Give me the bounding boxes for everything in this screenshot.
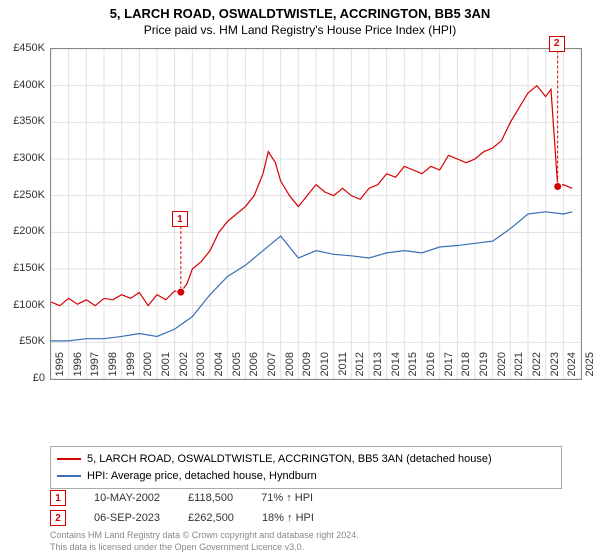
- x-tick-label: 1997: [89, 352, 101, 382]
- y-tick-label: £250K: [0, 189, 45, 201]
- marker-badge-2: 2: [50, 510, 66, 526]
- marker-delta-2: 18% ↑ HPI: [262, 512, 314, 524]
- attribution: Contains HM Land Registry data © Crown c…: [50, 530, 359, 553]
- legend-label-price: 5, LARCH ROAD, OSWALDTWISTLE, ACCRINGTON…: [87, 451, 492, 468]
- x-tick-label: 2013: [372, 352, 384, 382]
- y-tick-label: £300K: [0, 152, 45, 164]
- x-tick-label: 2010: [319, 352, 331, 382]
- x-tick-label: 2017: [443, 352, 455, 382]
- x-tick-label: 2002: [178, 352, 190, 382]
- y-tick-label: £200K: [0, 225, 45, 237]
- marker-price-2: £262,500: [188, 512, 234, 524]
- marker-row-1: 1 10-MAY-2002 £118,500 71% ↑ HPI: [50, 490, 314, 506]
- y-tick-label: £150K: [0, 262, 45, 274]
- x-tick-label: 2014: [390, 352, 402, 382]
- marker-row-2: 2 06-SEP-2023 £262,500 18% ↑ HPI: [50, 510, 314, 526]
- y-tick-label: £350K: [0, 115, 45, 127]
- chart-container: 5, LARCH ROAD, OSWALDTWISTLE, ACCRINGTON…: [0, 0, 600, 560]
- y-tick-label: £450K: [0, 42, 45, 54]
- attribution-line2: This data is licensed under the Open Gov…: [50, 542, 359, 554]
- x-tick-label: 2015: [407, 352, 419, 382]
- x-tick-label: 2023: [549, 352, 561, 382]
- y-tick-label: £400K: [0, 79, 45, 91]
- x-tick-label: 2011: [337, 352, 349, 382]
- x-tick-label: 2016: [425, 352, 437, 382]
- legend-swatch-price: [57, 458, 81, 460]
- marker-badge-1: 1: [50, 490, 66, 506]
- legend-swatch-hpi: [57, 475, 81, 477]
- x-tick-label: 1999: [125, 352, 137, 382]
- plot-svg: [51, 49, 581, 379]
- x-tick-label: 2007: [266, 352, 278, 382]
- x-tick-label: 2012: [354, 352, 366, 382]
- marker-delta-1: 71% ↑ HPI: [261, 492, 313, 504]
- x-tick-label: 2003: [195, 352, 207, 382]
- chart-area: £0£50K£100K£150K£200K£250K£300K£350K£400…: [50, 48, 580, 408]
- x-tick-label: 2009: [301, 352, 313, 382]
- x-tick-label: 2000: [142, 352, 154, 382]
- marker-date-1: 10-MAY-2002: [94, 492, 160, 504]
- y-tick-label: £100K: [0, 299, 45, 311]
- legend-row-hpi: HPI: Average price, detached house, Hynd…: [57, 468, 555, 485]
- marker-date-2: 06-SEP-2023: [94, 512, 160, 524]
- x-tick-label: 2018: [460, 352, 472, 382]
- legend: 5, LARCH ROAD, OSWALDTWISTLE, ACCRINGTON…: [50, 446, 562, 489]
- marker-table: 1 10-MAY-2002 £118,500 71% ↑ HPI 2 06-SE…: [50, 490, 314, 530]
- x-tick-label: 2022: [531, 352, 543, 382]
- x-tick-label: 1996: [72, 352, 84, 382]
- x-tick-label: 2006: [248, 352, 260, 382]
- y-tick-label: £0: [0, 372, 45, 384]
- attribution-line1: Contains HM Land Registry data © Crown c…: [50, 530, 359, 542]
- chart-title: 5, LARCH ROAD, OSWALDTWISTLE, ACCRINGTON…: [0, 0, 600, 21]
- x-tick-label: 2005: [231, 352, 243, 382]
- x-tick-label: 2020: [496, 352, 508, 382]
- x-tick-label: 2004: [213, 352, 225, 382]
- chart-subtitle: Price paid vs. HM Land Registry's House …: [0, 21, 600, 37]
- x-tick-label: 2025: [584, 352, 596, 382]
- x-tick-label: 1998: [107, 352, 119, 382]
- legend-row-price: 5, LARCH ROAD, OSWALDTWISTLE, ACCRINGTON…: [57, 451, 555, 468]
- x-tick-label: 2019: [478, 352, 490, 382]
- chart-marker-badge: 2: [549, 36, 565, 52]
- x-tick-label: 2024: [566, 352, 578, 382]
- x-tick-label: 2021: [513, 352, 525, 382]
- legend-label-hpi: HPI: Average price, detached house, Hynd…: [87, 468, 317, 485]
- y-tick-label: £50K: [0, 335, 45, 347]
- marker-price-1: £118,500: [188, 492, 233, 504]
- x-tick-label: 2001: [160, 352, 172, 382]
- x-tick-label: 1995: [54, 352, 66, 382]
- plot-region: [50, 48, 582, 380]
- chart-marker-badge: 1: [172, 211, 188, 227]
- x-tick-label: 2008: [284, 352, 296, 382]
